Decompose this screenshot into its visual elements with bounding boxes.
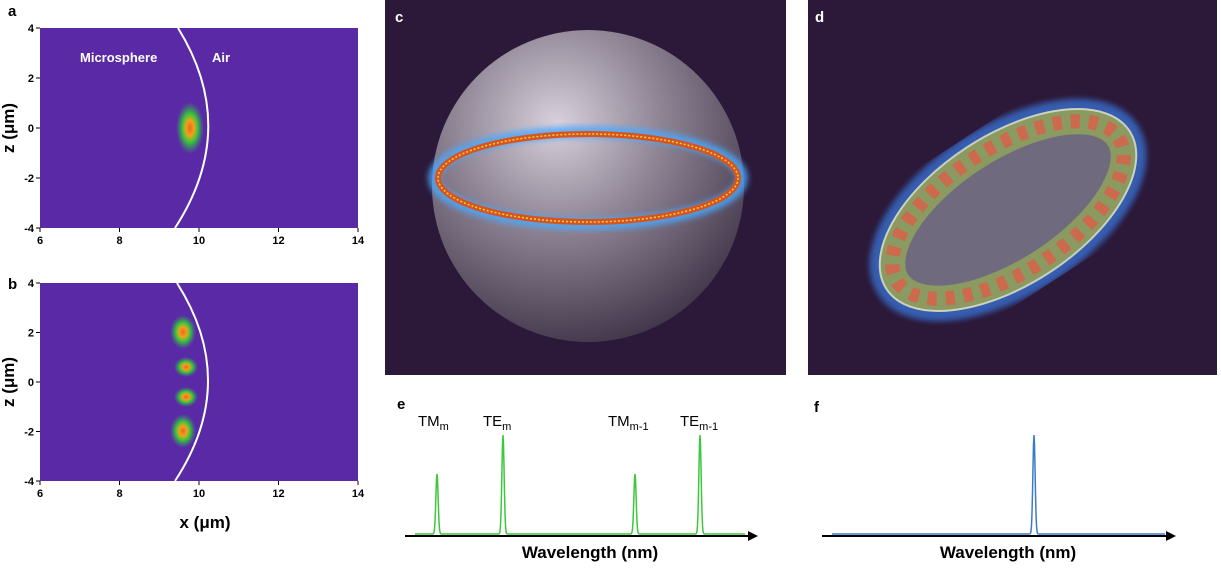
mode-blob bbox=[176, 102, 204, 154]
spectrum bbox=[415, 435, 745, 534]
panel-label: b bbox=[8, 276, 17, 293]
x-tick-label: 8 bbox=[116, 235, 122, 247]
peak-label-sub: m-1 bbox=[630, 421, 649, 433]
axis-arrow bbox=[1166, 531, 1176, 541]
mode-blob bbox=[170, 315, 196, 349]
peak-label-sub: m bbox=[502, 421, 511, 433]
peak-label: TMm-1 bbox=[608, 413, 649, 433]
y-tick-label: -4 bbox=[24, 476, 35, 488]
microsphere bbox=[432, 30, 744, 342]
y-tick-label: 4 bbox=[28, 278, 35, 290]
panel-label: f bbox=[814, 399, 820, 416]
y-tick-label: 0 bbox=[28, 123, 34, 135]
y-tick-label: -2 bbox=[24, 173, 34, 185]
mode-blob bbox=[174, 387, 198, 407]
peak-label-main: TE bbox=[483, 413, 502, 430]
peak-label-main: TE bbox=[680, 413, 699, 430]
x-tick-label: 8 bbox=[116, 488, 122, 500]
x-tick-label: 14 bbox=[352, 235, 365, 247]
annotation: Microsphere bbox=[80, 50, 157, 65]
x-tick-label: 10 bbox=[193, 488, 205, 500]
peak-label-main: TM bbox=[418, 413, 440, 430]
panel-label: d bbox=[815, 9, 824, 26]
heatmap-bg bbox=[40, 283, 358, 481]
x-axis-label: x (μm) bbox=[179, 513, 230, 532]
y-tick-label: 2 bbox=[28, 328, 34, 340]
y-tick-label: 4 bbox=[28, 23, 35, 35]
y-tick-label: 2 bbox=[28, 73, 34, 85]
annotation: Air bbox=[212, 50, 230, 65]
peak-label: TEm bbox=[483, 413, 511, 433]
panel-label: e bbox=[397, 396, 405, 413]
x-tick-label: 12 bbox=[272, 488, 284, 500]
panel-label: a bbox=[8, 3, 17, 20]
peak-label: TMm bbox=[418, 413, 449, 433]
y-tick-label: 0 bbox=[28, 377, 34, 389]
panel-label: c bbox=[395, 9, 403, 26]
spectrum bbox=[832, 435, 1165, 534]
x-tick-label: 12 bbox=[272, 235, 284, 247]
figure: a Microsphere Air z (μm) b z (μm) x (μm)… bbox=[0, 0, 1221, 571]
x-tick-label: 6 bbox=[37, 488, 43, 500]
peak-label-sub: m bbox=[440, 421, 449, 433]
x-tick-label: 14 bbox=[352, 488, 365, 500]
mode-blob bbox=[174, 357, 198, 377]
x-axis-label: Wavelength (nm) bbox=[940, 543, 1076, 562]
axis-arrow bbox=[748, 531, 758, 541]
mode-blob bbox=[170, 414, 196, 448]
x-tick-label: 6 bbox=[37, 235, 43, 247]
x-axis-label: Wavelength (nm) bbox=[522, 543, 658, 562]
y-axis-label: z (μm) bbox=[0, 103, 18, 153]
x-tick-label: 10 bbox=[193, 235, 205, 247]
y-tick-label: -4 bbox=[24, 223, 35, 235]
peak-label-main: TM bbox=[608, 413, 630, 430]
peak-label-sub: m-1 bbox=[699, 421, 718, 433]
peak-label: TEm-1 bbox=[680, 413, 718, 433]
y-axis-label: z (μm) bbox=[0, 357, 18, 407]
y-tick-label: -2 bbox=[24, 427, 34, 439]
